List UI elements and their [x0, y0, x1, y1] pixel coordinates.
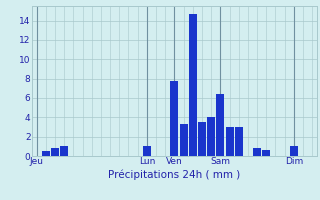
Bar [235, 127, 243, 156]
Bar [198, 122, 206, 156]
Bar [180, 124, 188, 156]
Bar [262, 150, 270, 156]
Bar [207, 117, 215, 156]
Bar [170, 81, 179, 156]
Bar [189, 14, 197, 156]
Bar [143, 146, 151, 156]
Bar [42, 151, 50, 156]
Bar [51, 148, 59, 156]
Bar [253, 148, 261, 156]
X-axis label: Précipitations 24h ( mm ): Précipitations 24h ( mm ) [108, 169, 241, 180]
Bar [60, 146, 68, 156]
Bar [216, 94, 224, 156]
Bar [226, 127, 234, 156]
Bar [290, 146, 298, 156]
